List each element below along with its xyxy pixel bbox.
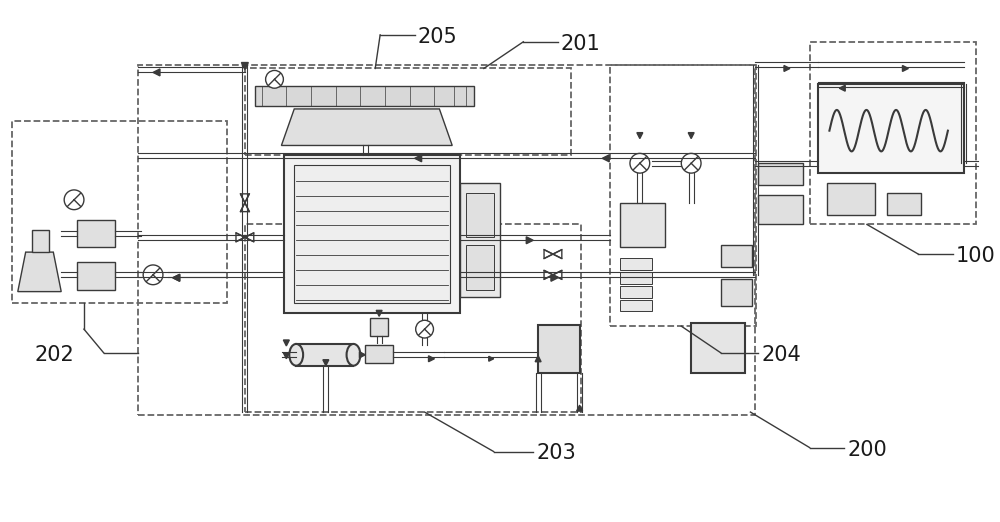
Polygon shape xyxy=(415,155,422,162)
Polygon shape xyxy=(489,357,494,361)
Circle shape xyxy=(143,265,163,284)
Bar xyxy=(538,325,580,373)
Bar xyxy=(370,318,388,336)
Bar xyxy=(887,193,921,215)
Ellipse shape xyxy=(289,344,303,366)
Polygon shape xyxy=(153,69,160,76)
Bar xyxy=(245,224,581,412)
Text: 200: 200 xyxy=(847,440,887,459)
Bar xyxy=(284,156,460,313)
Polygon shape xyxy=(544,250,562,258)
Bar xyxy=(77,262,115,290)
Polygon shape xyxy=(240,194,249,211)
Polygon shape xyxy=(323,360,329,366)
Text: 204: 204 xyxy=(761,345,801,365)
Circle shape xyxy=(416,320,433,338)
Bar xyxy=(32,230,49,252)
Polygon shape xyxy=(18,252,61,292)
Polygon shape xyxy=(173,275,180,281)
Text: 202: 202 xyxy=(35,345,74,365)
Text: 205: 205 xyxy=(418,27,457,47)
Bar xyxy=(620,203,665,247)
Polygon shape xyxy=(535,356,541,362)
Bar xyxy=(138,65,755,415)
Bar xyxy=(245,68,571,156)
Polygon shape xyxy=(429,356,434,362)
Bar xyxy=(460,183,500,296)
Polygon shape xyxy=(551,275,558,281)
Text: 201: 201 xyxy=(561,34,601,54)
Polygon shape xyxy=(236,233,254,242)
Bar xyxy=(77,220,115,247)
Bar xyxy=(620,300,652,311)
Bar xyxy=(827,183,875,215)
Bar xyxy=(691,323,745,373)
Polygon shape xyxy=(577,405,583,411)
Bar xyxy=(620,272,652,284)
Bar xyxy=(620,258,652,270)
Polygon shape xyxy=(784,164,790,170)
Circle shape xyxy=(681,153,701,173)
Bar xyxy=(255,86,474,106)
Polygon shape xyxy=(839,85,845,91)
Bar xyxy=(296,344,353,366)
Polygon shape xyxy=(283,340,289,346)
Bar xyxy=(818,84,964,173)
Bar xyxy=(721,279,752,306)
Polygon shape xyxy=(359,352,365,358)
Bar xyxy=(12,121,227,303)
Polygon shape xyxy=(784,65,790,72)
Bar xyxy=(721,245,752,267)
Polygon shape xyxy=(637,133,643,138)
Circle shape xyxy=(266,70,283,88)
Bar xyxy=(365,345,393,363)
Bar xyxy=(810,42,976,224)
Polygon shape xyxy=(173,275,180,281)
Text: 203: 203 xyxy=(536,444,576,464)
Polygon shape xyxy=(281,109,452,146)
Polygon shape xyxy=(902,65,908,72)
Bar xyxy=(610,65,756,326)
Polygon shape xyxy=(544,270,562,279)
Bar xyxy=(466,245,494,290)
Text: 100: 100 xyxy=(956,246,996,266)
Polygon shape xyxy=(602,155,609,162)
Bar xyxy=(758,163,803,185)
Polygon shape xyxy=(526,237,533,244)
Bar xyxy=(294,165,450,303)
Bar xyxy=(466,193,494,238)
Polygon shape xyxy=(241,63,248,69)
Circle shape xyxy=(630,153,650,173)
Polygon shape xyxy=(376,311,382,316)
Circle shape xyxy=(64,190,84,210)
Bar xyxy=(758,195,803,224)
Ellipse shape xyxy=(347,344,360,366)
Bar xyxy=(620,286,652,298)
Polygon shape xyxy=(688,133,694,138)
Polygon shape xyxy=(283,353,289,359)
